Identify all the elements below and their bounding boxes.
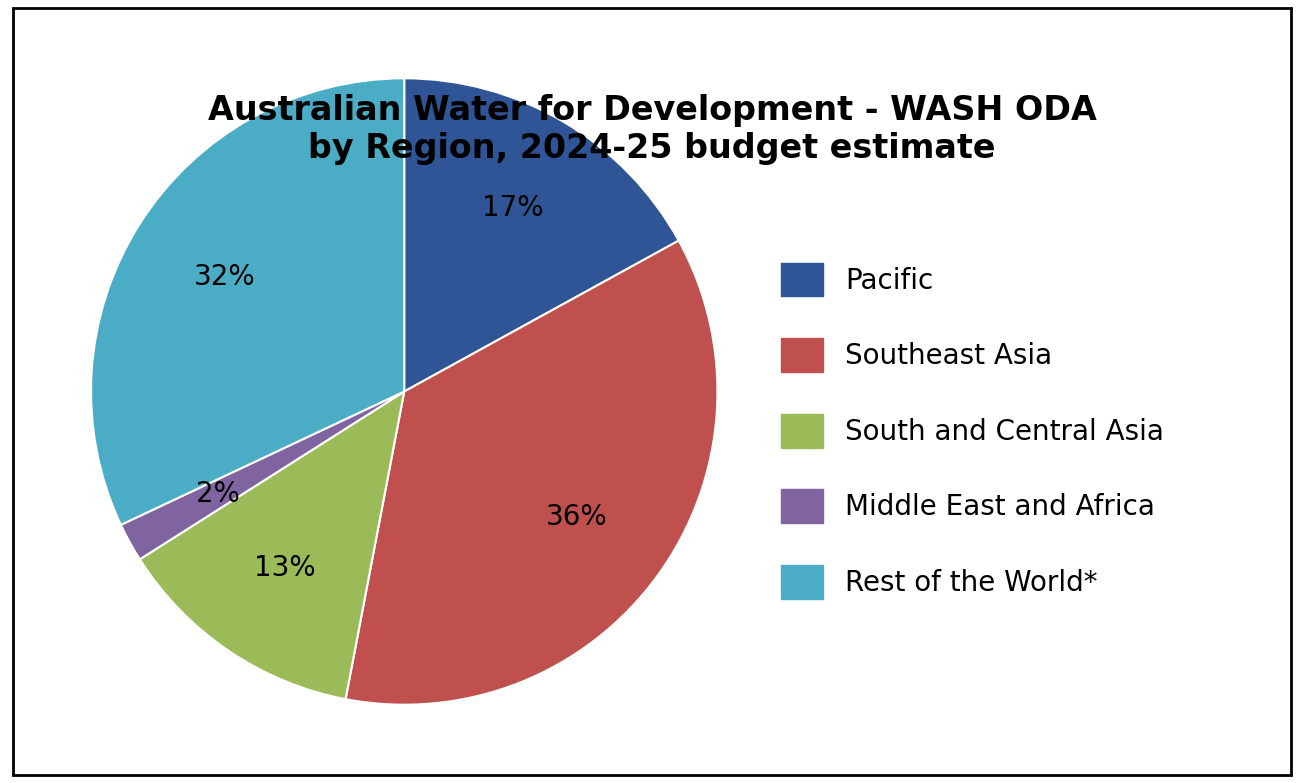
Text: 13%: 13%	[254, 554, 316, 582]
Wedge shape	[121, 392, 404, 559]
Text: 2%: 2%	[196, 480, 240, 508]
Text: 17%: 17%	[482, 194, 544, 222]
Legend: Pacific, Southeast Asia, South and Central Asia, Middle East and Africa, Rest of: Pacific, Southeast Asia, South and Centr…	[771, 251, 1175, 610]
Wedge shape	[404, 78, 678, 392]
Text: 36%: 36%	[546, 503, 608, 531]
Wedge shape	[140, 392, 404, 699]
Wedge shape	[346, 240, 717, 705]
Text: 32%: 32%	[193, 263, 256, 291]
Wedge shape	[91, 78, 404, 525]
Text: Australian Water for Development - WASH ODA
by Region, 2024-25 budget estimate: Australian Water for Development - WASH …	[207, 94, 1097, 165]
